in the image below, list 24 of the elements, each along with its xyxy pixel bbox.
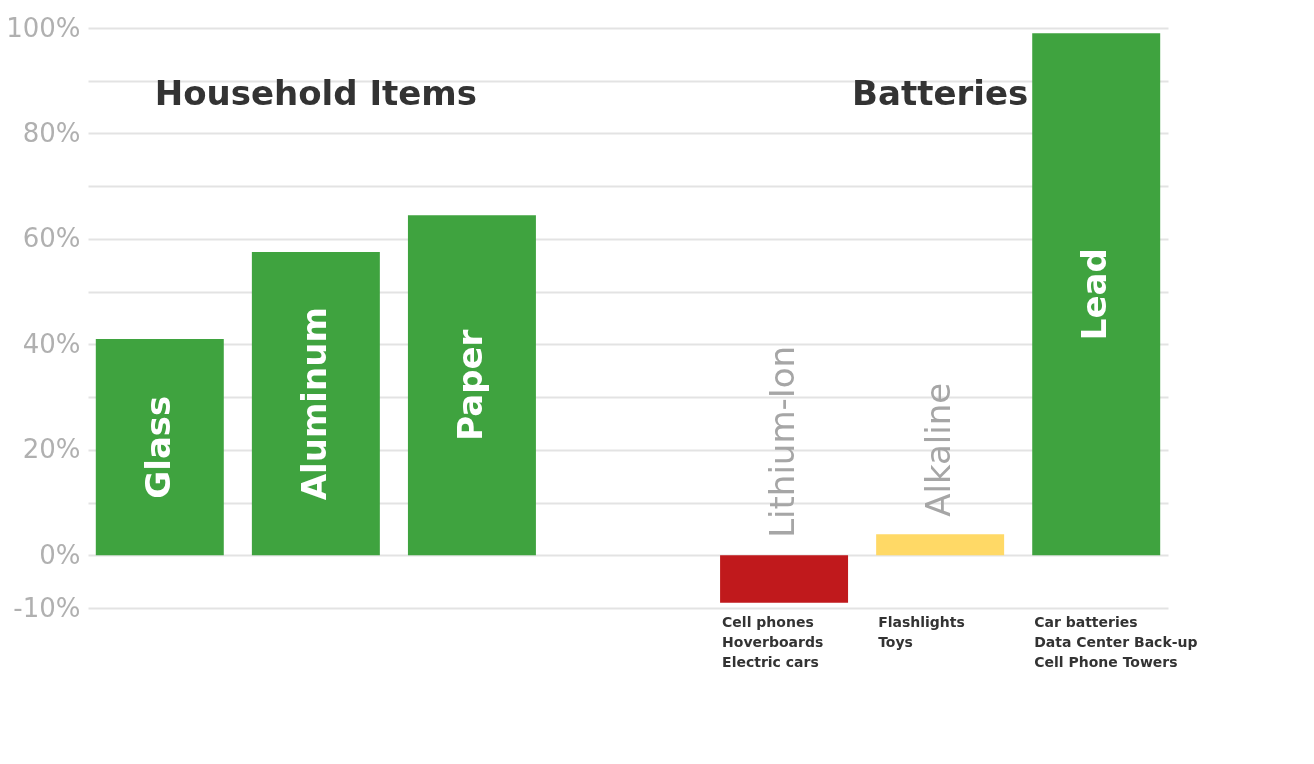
bar: [407, 215, 536, 556]
bar: [1032, 33, 1161, 556]
text: Flashlights Toys: [878, 614, 965, 650]
y-tick-label: 20%: [22, 434, 81, 465]
y-tick-label: 80%: [22, 117, 81, 148]
y-tick-label: 0%: [39, 539, 81, 570]
y-tick-label: 40%: [22, 328, 81, 359]
annotation: Household Items: [154, 72, 478, 113]
text: Cell phones Hoverboards Electric cars: [722, 614, 824, 670]
bar: [720, 555, 849, 603]
x-tick-label: Glass: [137, 395, 178, 499]
bar: [876, 534, 1005, 556]
y-tick-label: -10%: [13, 592, 81, 623]
x-tick-label: Lead: [1074, 248, 1115, 341]
bar: [251, 252, 380, 556]
y-tick-label: 100%: [6, 12, 81, 43]
bar: [95, 339, 224, 556]
x-tick-label: Aluminum: [293, 307, 334, 501]
y-tick-label: 60%: [22, 223, 81, 254]
annotation: Batteries: [852, 72, 1029, 113]
x-tick-label: Lithium-Ion: [762, 345, 803, 538]
x-tick-label: Paper: [449, 329, 490, 441]
text: Car batteries Data Center Back-up Cell Phone Towers: [1034, 614, 1198, 670]
x-tick-label: Alkaline: [918, 382, 959, 517]
